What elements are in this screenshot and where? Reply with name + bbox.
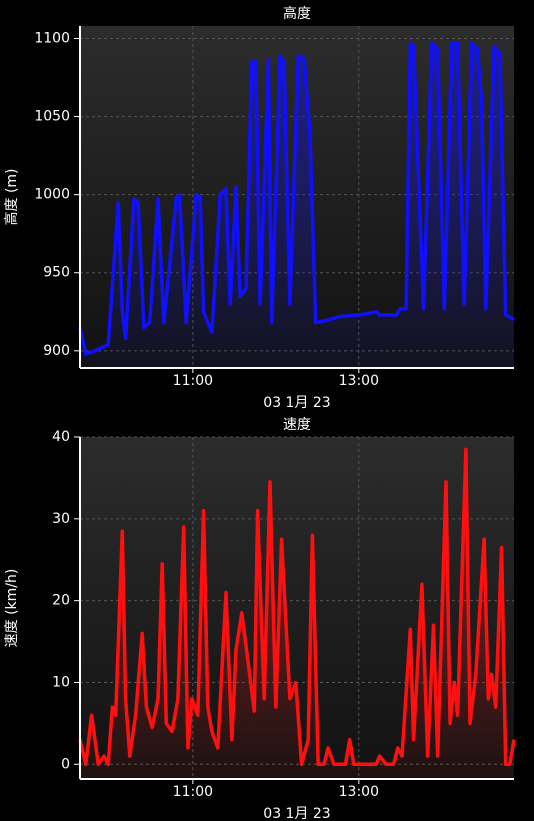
y-tick-label: 30: [52, 511, 70, 527]
x-tick-label: 11:00: [173, 784, 213, 800]
y-tick-label: 1100: [34, 30, 70, 46]
y-tick-label: 10: [52, 674, 70, 690]
x-tick-label: 11:00: [173, 373, 213, 389]
y-axis-label: 速度 (km/h): [4, 569, 20, 648]
y-tick-label: 0: [61, 756, 70, 772]
y-axis-label: 高度 (m): [3, 168, 20, 225]
x-axis-label: 03 1月 23: [263, 806, 330, 821]
x-tick-label: 13:00: [339, 373, 379, 389]
y-tick-label: 1050: [34, 109, 70, 125]
chart-title: 速度: [283, 417, 311, 433]
x-axis-label: 03 1月 23: [263, 395, 330, 411]
area: [80, 43, 514, 368]
x-tick-label: 13:00: [339, 784, 379, 800]
line: [78, 447, 516, 767]
y-tick-label: 950: [43, 265, 70, 281]
y-tick-label: 1000: [34, 187, 70, 203]
y-tick-label: 40: [52, 429, 70, 445]
y-tick-label: 20: [52, 593, 70, 609]
line: [78, 41, 515, 356]
y-tick-label: 900: [43, 343, 70, 359]
chart-title: 高度: [283, 5, 311, 22]
